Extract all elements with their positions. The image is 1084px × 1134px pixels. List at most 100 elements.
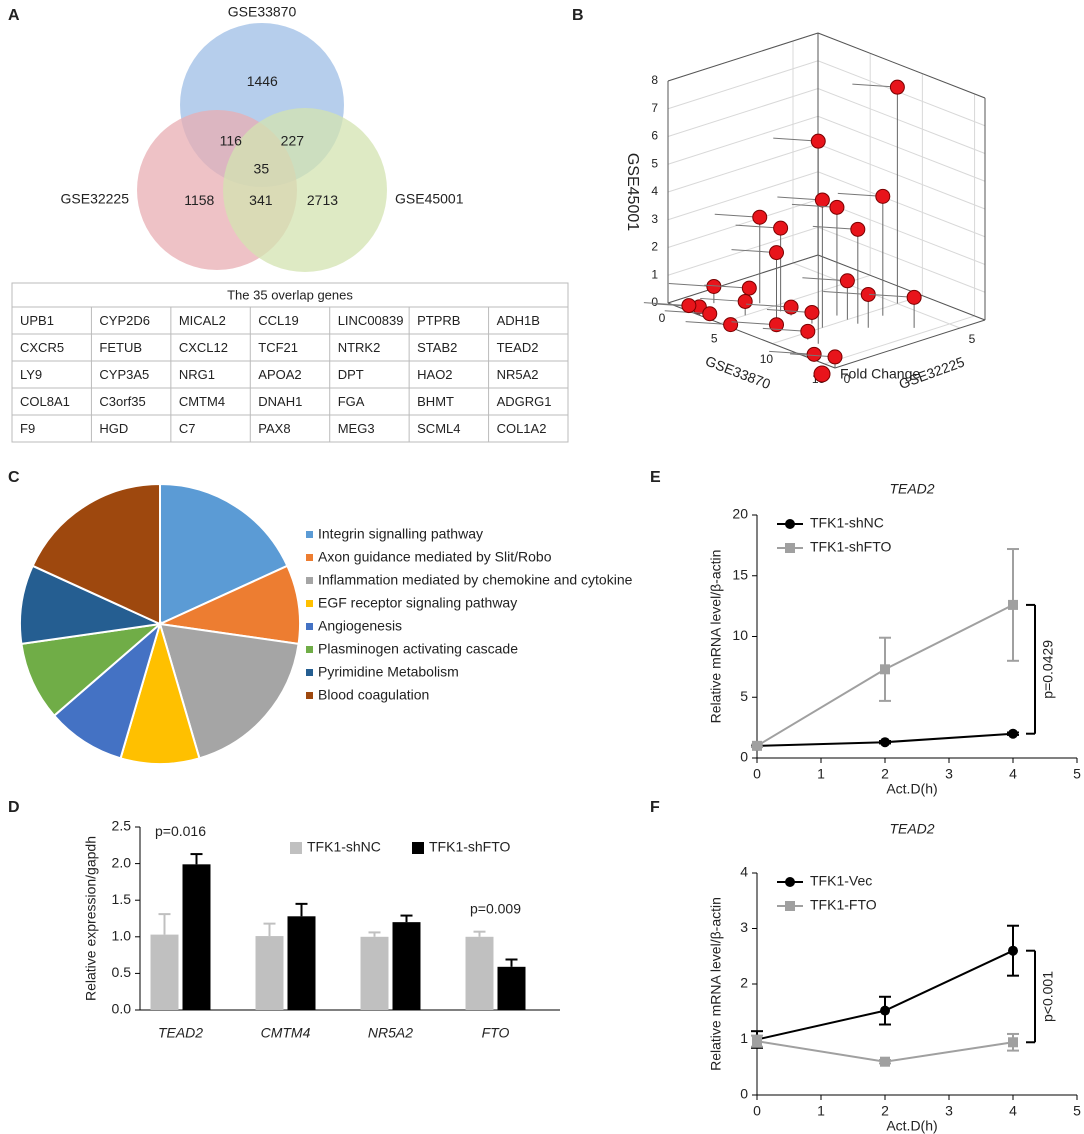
legend-label: TFK1-Vec: [810, 873, 872, 889]
guide-line: [777, 196, 823, 201]
table-cell: C7: [179, 421, 196, 436]
panel-letter: F: [650, 799, 660, 816]
legend-swatch: [306, 646, 313, 653]
y-axis-label: Relative expression/gapdh: [83, 836, 99, 1001]
x-tick-label: 10: [760, 352, 774, 366]
legend-swatch: [306, 600, 313, 607]
y-tick-label: 20: [732, 506, 748, 522]
pie-slice: [156, 564, 301, 646]
point: [880, 1005, 890, 1016]
grid-line: [667, 60, 986, 127]
table-cell: ADH1B: [497, 313, 540, 328]
table-cell: BHMT: [417, 394, 454, 409]
table-cell: CYP3A5: [99, 367, 149, 382]
legend-marker: [785, 543, 795, 553]
point: [814, 192, 830, 208]
table-cell: TCF21: [258, 340, 298, 355]
pie-slice: [52, 621, 162, 760]
legend-marker: [813, 365, 831, 383]
guide-line: [714, 213, 760, 218]
pie-slice: [158, 622, 300, 760]
z-tick-label: 0: [651, 295, 658, 309]
axis-line: [834, 319, 986, 369]
y-tick-label: 0: [740, 1086, 748, 1102]
guide-line: [823, 290, 869, 295]
guide-line: [643, 302, 689, 307]
guide-line: [731, 249, 777, 254]
table-cell: COL1A2: [497, 421, 547, 436]
table-cell: LY9: [20, 367, 42, 382]
point: [681, 298, 697, 314]
x-tick-label: 5: [711, 331, 718, 345]
legend-swatch: [306, 692, 313, 699]
y-axis-label: Relative mRNA level/β-actin: [708, 550, 724, 724]
y-tick-label: 1.5: [112, 891, 132, 907]
table-cell: NRG1: [179, 367, 215, 382]
y-tick-label: 1: [740, 1030, 748, 1046]
z-tick-label: 3: [651, 212, 658, 226]
guide-line: [766, 308, 812, 313]
legend-label: TFK1-FTO: [810, 897, 877, 913]
axis-line: [667, 254, 819, 304]
x-tick-label: 1: [817, 1103, 825, 1119]
table-cell: LINC00839: [338, 313, 404, 328]
table-cell: COL8A1: [20, 394, 70, 409]
axis-line: [817, 254, 986, 321]
y-tick-label: 2.5: [112, 818, 132, 834]
table-cell: CMTM4: [179, 394, 225, 409]
guide-line: [869, 293, 915, 298]
bar: [392, 922, 421, 1010]
grid-line: [792, 262, 961, 329]
x-axis-label: Act.D(h): [886, 781, 937, 797]
table-cell: PTPRB: [417, 313, 460, 328]
table-cell: HGD: [99, 421, 128, 436]
pie-slice: [119, 620, 201, 765]
z-tick-label: 1: [651, 267, 658, 281]
region-count: 1446: [247, 73, 278, 89]
chart-title: TEAD2: [889, 821, 934, 837]
table-frame: [11, 282, 569, 443]
panel-letter: E: [650, 469, 661, 486]
venn-circle: [223, 108, 387, 272]
panel-letter: A: [8, 7, 20, 24]
y-tick-label: 10: [732, 627, 748, 643]
y-tick-label: 0.0: [112, 1001, 132, 1017]
table-cell: C3orf35: [99, 394, 145, 409]
legend-label: Blood coagulation: [318, 687, 429, 703]
pie-slice: [19, 564, 164, 646]
bar: [255, 936, 284, 1010]
guide-line: [812, 225, 858, 230]
table-title: The 35 overlap genes: [227, 287, 353, 302]
point: [829, 199, 845, 215]
z-tick-label: 5: [651, 156, 658, 170]
point: [1008, 1037, 1018, 1048]
legend-label: Fold Change: [840, 366, 920, 382]
legend-label: Integrin signalling pathway: [318, 526, 483, 542]
table-cell: TEAD2: [497, 340, 539, 355]
bar: [497, 966, 526, 1010]
z-tick-label: 7: [651, 101, 658, 115]
y-tick-label: 4: [740, 864, 748, 880]
table-cell: CYP2D6: [99, 313, 150, 328]
point: [737, 293, 753, 309]
x-tick-label: 0: [753, 766, 761, 782]
legend-label: TFK1-shFTO: [429, 839, 511, 855]
point: [783, 299, 799, 315]
region-count: 35: [254, 160, 270, 176]
legend-swatch: [306, 554, 313, 561]
y-tick-label: 0: [844, 372, 851, 386]
z-axis-label: GSE45001: [624, 153, 641, 231]
y-tick-label: 15: [732, 566, 748, 582]
legend-label: Pyrimidine Metabolism: [318, 664, 459, 680]
guide-line: [773, 137, 819, 142]
region-count: 116: [220, 133, 243, 149]
panel-letter: C: [8, 469, 20, 486]
legend-label: Plasminogen activating cascade: [318, 641, 518, 657]
point: [827, 349, 843, 365]
point: [850, 221, 866, 237]
point: [1008, 728, 1018, 739]
guide-line: [802, 277, 848, 282]
y-axis-label: Relative mRNA level/β-actin: [708, 897, 724, 1071]
x-tick-label: 5: [1073, 1103, 1081, 1119]
pie-slice: [31, 482, 161, 626]
